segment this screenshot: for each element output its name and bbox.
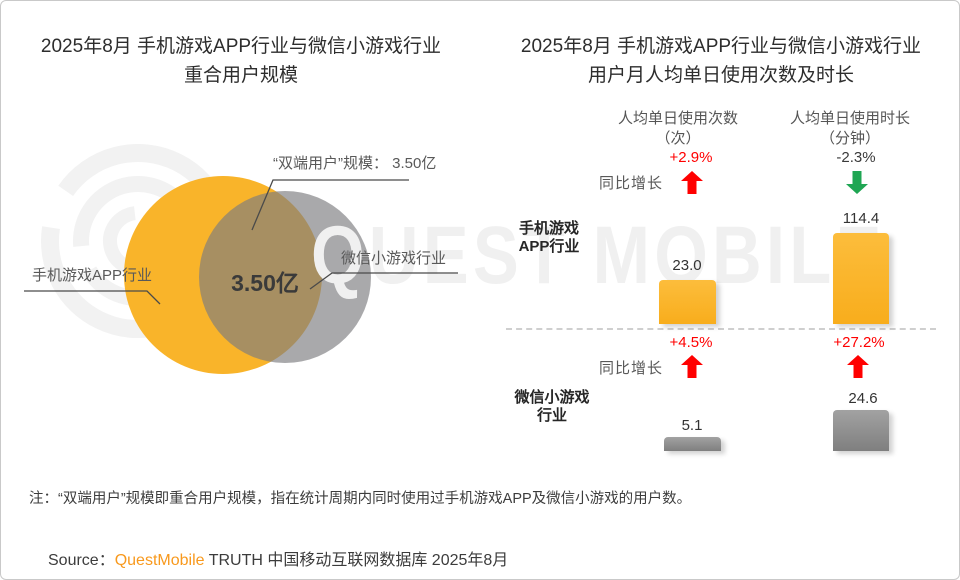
yoy-value-app-duration: -2.3%: [836, 149, 876, 166]
yoy-value-app-times: +2.9%: [669, 149, 713, 166]
yoy-down-arrow-icon-green: [846, 171, 868, 194]
row-label-mobile-game-app-line1: 手机游戏: [518, 220, 579, 237]
right-chart-title-line2: 用户月人均单日使用次数及时长: [587, 65, 854, 86]
source-brand: QuestMobile: [114, 552, 205, 569]
left-chart-title: 2025年8月 手机游戏APP行业与微信小游戏行业 重合用户规模: [1, 32, 481, 90]
row-label-wechat-minigame: 微信小游戏 行业: [490, 389, 614, 425]
source-prefix: Source：: [48, 552, 115, 569]
yoy-row-label-2: 同比增长: [598, 360, 663, 377]
yoy-value-minigame-duration: +27.2%: [833, 334, 885, 351]
column-header-usage-duration: 人均单日使用时长 （分钟）: [765, 109, 935, 149]
bar-minigame-usage-times: [664, 437, 721, 451]
bar-value-minigame-duration: 24.6: [848, 390, 878, 407]
column-header-usage-duration-text: 人均单日使用时长: [789, 110, 910, 127]
bar-minigame-usage-duration: [833, 410, 889, 451]
row-label-mobile-game-app-line2: APP行业: [518, 238, 580, 255]
venn-set-label-wechat-minigame: 微信小游戏行业: [341, 250, 447, 267]
yoy-up-arrow-icon-red: [681, 171, 703, 194]
right-chart-title: 2025年8月 手机游戏APP行业与微信小游戏行业 用户月人均单日使用次数及时长: [491, 32, 951, 90]
bar-app-usage-times: [659, 280, 716, 324]
column-header-usage-times: 人均单日使用次数 （次）: [593, 109, 763, 149]
right-chart-title-line1: 2025年8月 手机游戏APP行业与微信小游戏行业: [520, 36, 922, 57]
yoy-up-arrow-icon-red-2: [681, 355, 703, 378]
row-label-wechat-minigame-line2: 行业: [536, 407, 567, 424]
source-suffix: TRUTH 中国移动互联网数据库 2025年8月: [204, 552, 509, 569]
column-header-usage-times-unit: （次）: [655, 130, 701, 147]
bar-value-minigame-times: 5.1: [681, 417, 703, 434]
venn-set-label-mobile-game-app: 手机游戏APP行业: [32, 267, 153, 284]
left-chart-title-line1: 2025年8月 手机游戏APP行业与微信小游戏行业: [40, 36, 442, 57]
source-line: Source：QuestMobile TRUTH 中国移动互联网数据库 2025…: [48, 546, 508, 570]
bar-app-usage-duration: [833, 233, 889, 324]
bar-value-app-duration: 114.4: [842, 210, 880, 227]
left-chart-title-line2: 重合用户规模: [183, 65, 298, 86]
yoy-value-minigame-times: +4.5%: [669, 334, 713, 351]
row-label-mobile-game-app: 手机游戏 APP行业: [487, 220, 611, 256]
column-header-usage-duration-unit: （分钟）: [819, 130, 880, 147]
venn-callout-label: “双端用户”规模： 3.50亿: [273, 155, 437, 172]
yoy-up-arrow-icon-red-3: [847, 355, 869, 378]
venn-overlap-value: 3.50亿: [231, 270, 299, 296]
column-header-usage-times-text: 人均单日使用次数: [617, 110, 738, 127]
bar-value-app-times: 23.0: [672, 257, 702, 274]
yoy-row-label-1: 同比增长: [598, 175, 663, 192]
footnote: 注：“双端用户”规模即重合用户规模，指在统计周期内同时使用过手机游戏APP及微信…: [29, 491, 692, 507]
row-separator-dashed-line: [506, 328, 936, 330]
row-label-wechat-minigame-line1: 微信小游戏: [514, 389, 590, 406]
